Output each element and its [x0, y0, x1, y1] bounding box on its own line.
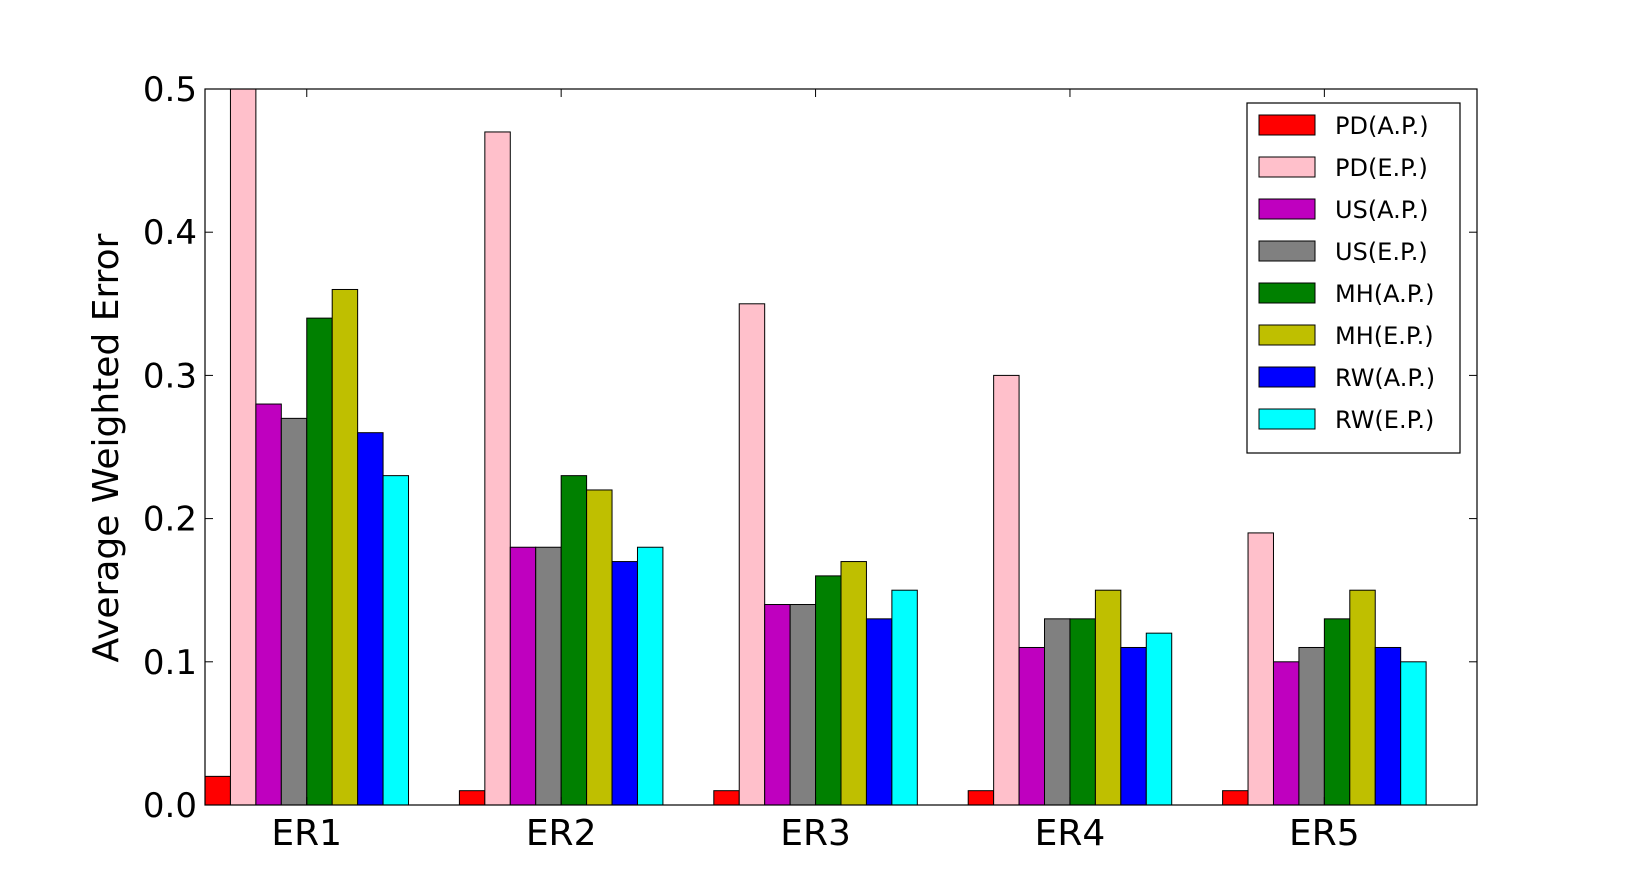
- bar-PD(E.P.)-ER4: [993, 374, 1020, 806]
- bar-RW(E.P.)-ER4: [1145, 632, 1173, 806]
- bar-RW(E.P.)-ER3: [891, 589, 918, 806]
- legend-label: PD(E.P.): [1335, 154, 1428, 182]
- legend-label: PD(A.P.): [1335, 112, 1429, 140]
- bar-RW(A.P.)-ER2: [611, 561, 638, 806]
- bar-MH(E.P.)-ER1: [331, 288, 359, 806]
- bar-US(A.P.)-ER2: [509, 546, 537, 806]
- bar-RW(A.P.)-ER4: [1120, 646, 1147, 806]
- bar-PD(A.P.)-ER4: [967, 790, 995, 806]
- legend: PD(A.P.) PD(E.P.) US(A.P.) US(E.P.) MH(A.P.)…: [1246, 102, 1461, 454]
- y-tick-label: 0.4: [143, 213, 197, 253]
- legend-label: RW(E.P.): [1335, 406, 1434, 434]
- bar-MH(E.P.)-ER4: [1094, 589, 1122, 806]
- bar-MH(A.P.)-ER2: [560, 475, 588, 806]
- bar-US(A.P.)-ER3: [764, 604, 791, 806]
- legend-swatch: [1258, 366, 1316, 388]
- bar-PD(E.P.)-ER5: [1247, 532, 1274, 806]
- bar-US(E.P.)-ER1: [280, 417, 308, 806]
- legend-swatch: [1258, 198, 1316, 220]
- bar-PD(A.P.)-ER2: [458, 790, 486, 806]
- bar-RW(A.P.)-ER5: [1374, 646, 1402, 806]
- legend-swatch: [1258, 114, 1316, 136]
- x-tick-label: ER2: [526, 813, 597, 854]
- y-tick-label: 0.5: [143, 70, 197, 110]
- bar-RW(E.P.)-ER1: [382, 475, 410, 806]
- legend-label: MH(A.P.): [1335, 280, 1434, 308]
- bar-MH(A.P.)-ER5: [1323, 618, 1351, 806]
- bar-US(A.P.)-ER4: [1018, 646, 1046, 806]
- x-tick-label: ER4: [1035, 813, 1106, 854]
- bar-MH(E.P.)-ER5: [1349, 589, 1376, 806]
- bar-MH(E.P.)-ER2: [586, 489, 613, 806]
- legend-label: US(E.P.): [1335, 238, 1428, 266]
- y-axis-label: Average Weighted Error: [86, 233, 127, 662]
- bar-US(A.P.)-ER1: [255, 403, 282, 806]
- bar-PD(E.P.)-ER3: [738, 303, 766, 806]
- legend-swatch: [1258, 408, 1316, 430]
- legend-swatch: [1258, 324, 1316, 346]
- bar-US(E.P.)-ER2: [535, 546, 562, 806]
- legend-label: US(A.P.): [1335, 196, 1429, 224]
- bar-MH(E.P.)-ER3: [840, 561, 867, 806]
- bar-PD(A.P.)-ER3: [713, 790, 740, 806]
- bar-MH(A.P.)-ER4: [1069, 618, 1096, 806]
- bar-PD(E.P.)-ER1: [229, 88, 257, 806]
- bars-layer: [204, 88, 1427, 806]
- bar-US(A.P.)-ER5: [1272, 661, 1300, 806]
- bar-RW(E.P.)-ER5: [1400, 661, 1427, 806]
- axes-layer: 0.0 0.1 0.2 0.3 0.4 0.5 ER1 ER2 ER3 ER4 ER5: [143, 70, 1478, 854]
- bar-PD(A.P.)-ER5: [1222, 790, 1249, 806]
- x-tick-label: ER1: [271, 813, 342, 854]
- bar-PD(A.P.)-ER1: [204, 775, 231, 806]
- bar-US(E.P.)-ER3: [789, 604, 817, 806]
- y-tick-label: 0.0: [143, 786, 197, 826]
- legend-label: RW(A.P.): [1335, 364, 1435, 392]
- bar-RW(E.P.)-ER2: [636, 546, 664, 806]
- bar-RW(A.P.)-ER1: [357, 432, 384, 806]
- x-tick-label: ER5: [1289, 813, 1360, 854]
- bar-US(E.P.)-ER4: [1044, 618, 1071, 806]
- y-tick-label: 0.3: [143, 356, 197, 396]
- legend-swatch: [1258, 240, 1316, 262]
- legend-swatch: [1258, 282, 1316, 304]
- legend-swatch: [1258, 156, 1316, 178]
- bar-MH(A.P.)-ER3: [815, 575, 842, 806]
- y-tick-label: 0.1: [143, 643, 197, 683]
- y-tick-label: 0.2: [143, 500, 197, 540]
- plot-frame: [204, 88, 1478, 806]
- bar-PD(E.P.)-ER2: [484, 131, 511, 806]
- bar-RW(A.P.)-ER3: [865, 618, 893, 806]
- bar-US(E.P.)-ER5: [1298, 646, 1325, 806]
- bar-MH(A.P.)-ER1: [306, 317, 333, 806]
- legend-label: MH(E.P.): [1335, 322, 1434, 350]
- x-tick-label: ER3: [780, 813, 851, 854]
